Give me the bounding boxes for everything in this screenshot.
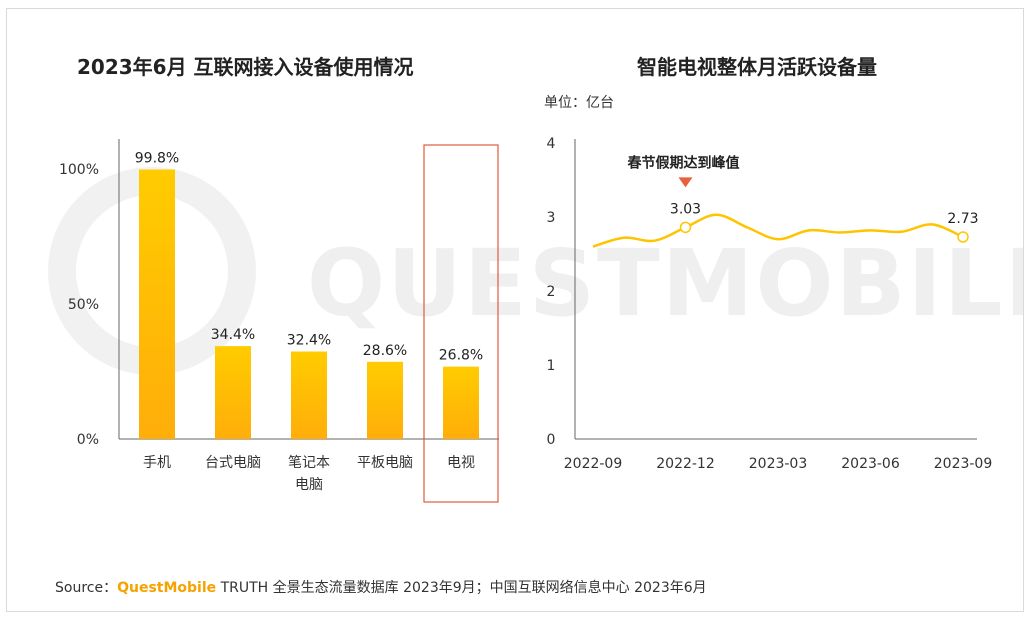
x-category-label: 电视 <box>447 455 475 471</box>
x-category-label: 手机 <box>143 455 171 471</box>
bar <box>215 346 251 439</box>
bar-value-label: 32.4% <box>287 333 331 349</box>
data-point-label: 3.03 <box>670 201 701 217</box>
bar <box>367 361 403 439</box>
y-tick-label: 0% <box>77 432 99 448</box>
source-label: Source： <box>55 580 118 596</box>
y-tick-label: 50% <box>68 297 99 313</box>
y-tick-label: 1 <box>547 358 556 374</box>
y-tick-label: 4 <box>547 136 556 152</box>
bar-value-label: 34.4% <box>211 327 255 343</box>
bar <box>443 366 479 439</box>
y-tick-label: 100% <box>59 162 99 178</box>
highlight-box <box>423 144 499 503</box>
source-footer: Source：QuestMobile TRUTH 全景生态流量数据库 2023年… <box>55 577 707 597</box>
x-category-label: 电脑 <box>295 477 323 493</box>
data-point-label: 2.73 <box>947 211 978 227</box>
bar <box>139 169 175 440</box>
bar-value-label: 99.8% <box>135 151 179 167</box>
bar <box>291 351 327 439</box>
peak-annotation: 春节假期达到峰值 <box>627 154 740 171</box>
data-point <box>679 221 692 234</box>
bar-chart-title: 2023年6月 互联网接入设备使用情况 <box>77 55 414 79</box>
x-category-label: 平板电脑 <box>357 455 413 471</box>
source-text: TRUTH 全景生态流量数据库 2023年9月；中国互联网络信息中心 2023年… <box>216 580 707 596</box>
x-tick-label: 2023-09 <box>934 456 993 472</box>
y-tick-label: 0 <box>547 432 556 448</box>
x-category-label: 台式电脑 <box>205 455 261 471</box>
peak-marker-icon <box>678 177 693 188</box>
x-tick-label: 2023-03 <box>749 456 808 472</box>
data-point <box>957 231 969 243</box>
y-tick-label: 3 <box>547 210 556 226</box>
brand-name: QuestMobile <box>117 580 217 596</box>
bar-value-label: 28.6% <box>363 343 407 359</box>
unit-label: 单位：亿台 <box>544 95 614 111</box>
x-tick-label: 2022-12 <box>656 456 715 472</box>
y-tick-label: 2 <box>547 284 556 300</box>
x-tick-label: 2023-06 <box>841 456 900 472</box>
x-category-label: 笔记本 <box>288 455 330 471</box>
line-chart: 单位：亿台 0 1 2 3 4 2022-09 2022-12 2023-03 2023-06 20… <box>544 95 993 472</box>
bar-value-label: 26.8% <box>439 348 483 364</box>
x-tick-label: 2022-09 <box>564 456 623 472</box>
chart-frame: QUESTMOBILE 2023年6月 互联网接入设备使用情况 智能电视整体月活… <box>6 8 1024 612</box>
line-chart-title: 智能电视整体月活跃设备量 <box>637 55 877 79</box>
series-line <box>592 213 964 248</box>
